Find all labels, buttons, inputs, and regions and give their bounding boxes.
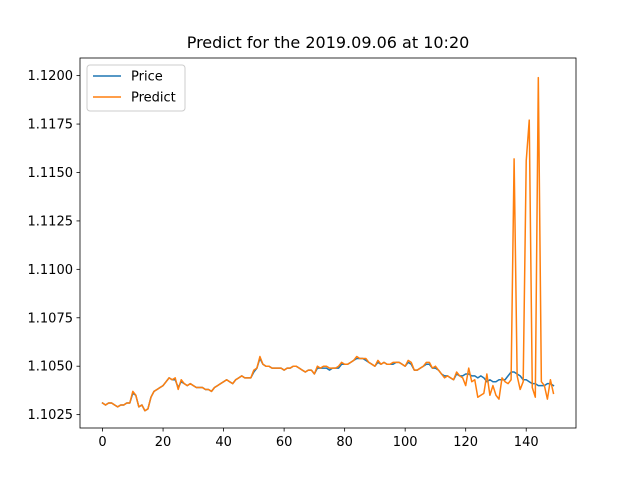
x-tick-label: 120: [453, 435, 478, 450]
y-tick-label: 1.1100: [28, 263, 74, 278]
x-tick-label: 80: [336, 435, 353, 450]
y-tick-label: 1.1150: [28, 166, 74, 181]
plot-frame: [79, 57, 577, 429]
x-tick-label: 0: [98, 435, 106, 450]
y-tick-label: 1.1200: [28, 69, 74, 84]
chart-title: Predict for the 2019.09.06 at 10:20: [187, 33, 470, 52]
legend: Price Predict: [86, 64, 186, 112]
series-line-predict: [101, 76, 555, 412]
y-axis: 1.1025 1.1050 1.1075 1.1100 1.1125 1.1150 1.11…: [28, 69, 80, 423]
y-tick-label: 1.1025: [28, 408, 74, 423]
x-tick-label: 60: [276, 435, 293, 450]
y-tick-label: 1.1050: [28, 360, 74, 375]
y-tick-label: 1.1125: [28, 214, 74, 229]
plot-lines: [101, 76, 555, 412]
x-tick-label: 40: [215, 435, 232, 450]
x-axis: 0 20 40 60 80 100 120 140: [98, 428, 539, 450]
legend-label-predict: Predict: [131, 91, 176, 106]
x-tick-label: 140: [514, 435, 539, 450]
legend-label-price: Price: [131, 70, 163, 85]
y-tick-label: 1.1075: [28, 311, 74, 326]
x-tick-label: 20: [155, 435, 172, 450]
y-tick-label: 1.1175: [28, 118, 74, 133]
x-tick-label: 100: [393, 435, 418, 450]
